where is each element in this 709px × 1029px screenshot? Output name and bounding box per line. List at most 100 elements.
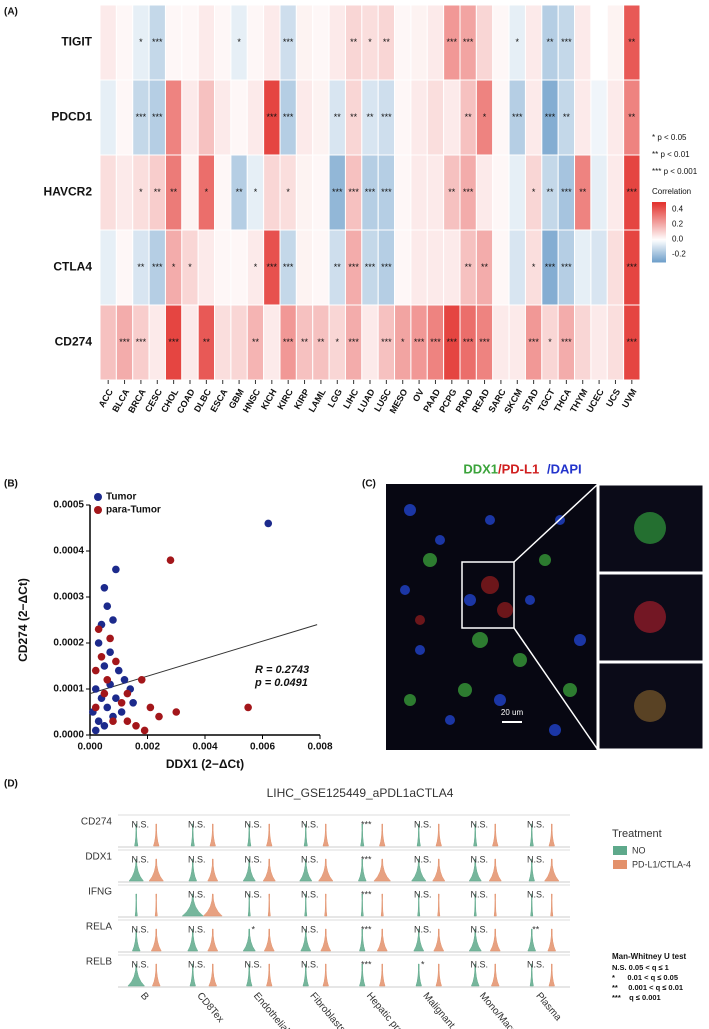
significance-label: N.S.	[244, 959, 262, 969]
test-legend-title: Man-Whitney U test	[612, 952, 687, 961]
significance-star: *	[286, 187, 290, 197]
significance-star: **	[203, 337, 211, 347]
violin	[379, 823, 386, 847]
violin	[468, 928, 482, 952]
x-tick-label: B	[138, 991, 151, 1003]
x-tick-label: 0.000	[77, 742, 102, 753]
violin	[189, 963, 196, 987]
violin	[302, 963, 309, 987]
heat-cell	[263, 154, 281, 231]
violin	[473, 823, 478, 847]
violin	[470, 963, 480, 987]
point	[103, 676, 112, 684]
violin	[435, 823, 442, 847]
significance-label: N.S.	[188, 924, 206, 934]
violin	[435, 963, 442, 987]
x-tick-label: Hepatic progenitor	[364, 991, 425, 1029]
zoom-line	[513, 483, 599, 563]
heat-cell	[426, 4, 445, 81]
significance-star: **	[448, 187, 456, 197]
significance-star: **	[317, 337, 325, 347]
point	[264, 519, 273, 528]
heat-cell	[99, 304, 117, 381]
significance-label: N.S.	[301, 959, 319, 969]
row-label: CD274	[81, 817, 113, 828]
significance-label: N.S.	[527, 819, 545, 829]
scale-bar-label: 20 um	[501, 708, 524, 717]
heat-cell	[295, 4, 314, 81]
heat-cell	[99, 4, 117, 81]
heat-cell	[115, 154, 134, 231]
point	[94, 625, 103, 633]
colorbar-step	[652, 212, 666, 215]
violin	[266, 963, 273, 987]
heat-cell	[394, 79, 412, 156]
x-tick-label: HNSC	[241, 387, 263, 415]
point	[244, 703, 252, 712]
x-tick-label: Fibroblasts	[307, 991, 347, 1029]
violin	[529, 963, 534, 987]
colorbar-step	[652, 240, 666, 243]
significance-label: ***	[361, 854, 372, 864]
row-label: CTLA4	[53, 260, 92, 274]
point	[123, 689, 132, 698]
point	[97, 653, 106, 661]
y-tick-label: 0.0000	[53, 730, 84, 741]
violin	[131, 928, 141, 952]
colorbar-step	[652, 202, 666, 205]
significance-star: ***	[283, 112, 294, 122]
violin	[376, 928, 388, 952]
significance-label: N.S.	[527, 889, 545, 899]
violin	[490, 963, 500, 987]
significance-label: N.S.	[301, 889, 319, 899]
violin	[360, 893, 364, 917]
violin	[134, 823, 139, 847]
significance-star: *	[254, 262, 258, 272]
significance-star: **	[383, 37, 391, 47]
violin	[359, 928, 366, 952]
x-tick-label: Endothelial	[251, 991, 291, 1029]
colorbar-tick-label: 0.2	[672, 220, 684, 229]
significance-star: ***	[348, 187, 359, 197]
colorbar-step	[652, 236, 666, 239]
heat-cell	[312, 4, 330, 81]
panel-label: (A)	[4, 7, 18, 18]
heat-cell	[443, 79, 461, 156]
x-tick-label: KIRC	[275, 387, 295, 411]
significance-star: **	[334, 262, 342, 272]
significance-star: *	[237, 37, 241, 47]
violin	[437, 893, 441, 917]
heat-cell	[394, 154, 412, 231]
significance-star: ***	[463, 37, 474, 47]
heat-cell	[574, 79, 592, 156]
heat-cell	[574, 304, 592, 381]
violin	[150, 928, 162, 952]
point	[100, 722, 109, 730]
significance-star: **	[137, 262, 145, 272]
significance-star: ***	[136, 112, 147, 122]
significance-star: ***	[561, 37, 572, 47]
legend-label: NO	[632, 845, 646, 855]
x-tick-label: 0.006	[250, 742, 275, 753]
violin	[181, 893, 204, 917]
heat-cell	[606, 304, 625, 381]
violin	[543, 858, 560, 882]
significance-label: N.S.	[131, 959, 149, 969]
heat-cell	[508, 154, 526, 231]
point	[91, 666, 100, 675]
point	[100, 689, 109, 698]
heat-cell	[394, 229, 412, 306]
significance-label: ***	[361, 924, 372, 934]
significance-label: N.S.	[470, 854, 488, 864]
point	[140, 726, 149, 735]
row-label: IFNG	[88, 887, 112, 898]
significance-star: ***	[119, 337, 130, 347]
point	[123, 717, 132, 725]
heat-cell	[443, 229, 461, 306]
test-legend-item: ** 0.001 < q ≤ 0.01	[612, 983, 683, 992]
x-axis-label: DDX1 (2−ΔCt)	[166, 757, 244, 771]
significance-star: *	[483, 112, 487, 122]
panel-label: (D)	[4, 779, 18, 790]
heat-cell	[410, 154, 428, 231]
